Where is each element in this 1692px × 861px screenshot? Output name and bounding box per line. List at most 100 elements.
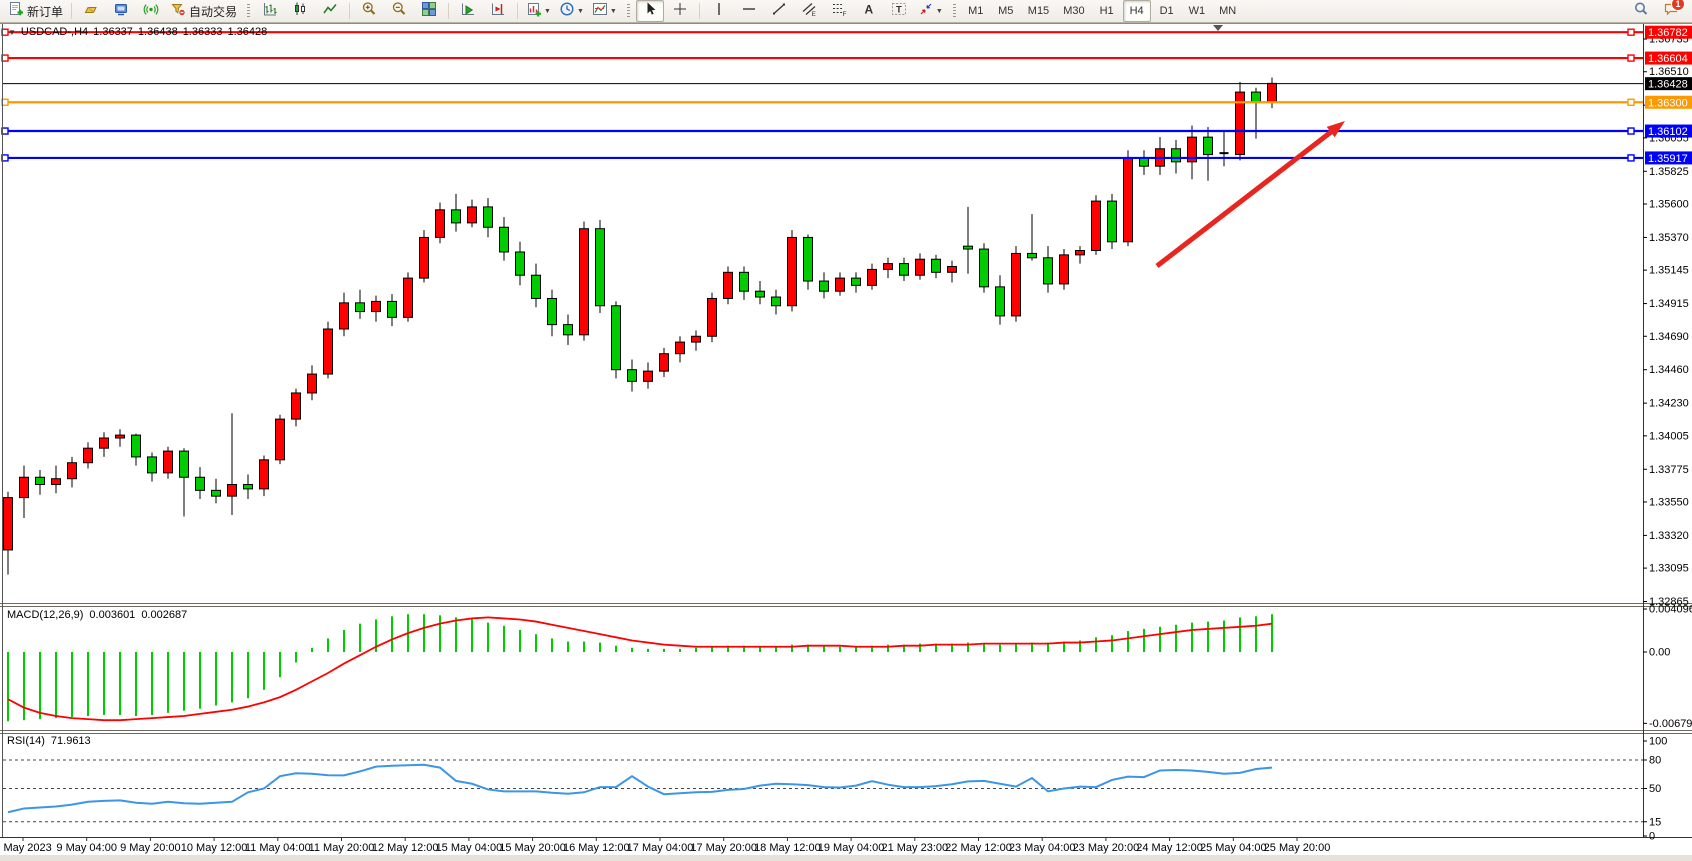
rsi-line: [7, 763, 1273, 814]
chart-shift-button[interactable]: [484, 0, 512, 22]
line-chart-button[interactable]: [316, 0, 344, 22]
svg-text:E: E: [811, 11, 816, 17]
price-line-label[interactable]: [1645, 25, 1692, 39]
auto-trading-button[interactable]: 自动交易: [167, 0, 240, 22]
time-tick-label: 10 May 12:00: [181, 842, 248, 854]
market-watch-button[interactable]: [107, 0, 135, 22]
candlestick-chart-button[interactable]: [286, 0, 314, 22]
timeframe-d1-button[interactable]: D1: [1159, 5, 1174, 17]
timeframe-h4-button[interactable]: H4: [1122, 0, 1151, 22]
chevron-down-icon[interactable]: ▼: [935, 7, 943, 15]
text-label-button[interactable]: T: [885, 0, 913, 22]
rsi-axis-label: 15: [1649, 816, 1661, 828]
auto-scroll-button[interactable]: [454, 0, 482, 22]
timeframe-m15-button[interactable]: M15: [1027, 5, 1050, 17]
search-button[interactable]: [1627, 0, 1655, 22]
price-tick-label: 1.34230: [1649, 398, 1689, 410]
panel-separator[interactable]: [0, 603, 1692, 607]
timeframe-mn-button[interactable]: MN: [1219, 5, 1237, 17]
new-order-button[interactable]: 新订单: [5, 0, 66, 22]
candle-body: [707, 297, 717, 337]
candle-body: [899, 263, 909, 276]
candle-body: [467, 206, 477, 224]
text-button[interactable]: A: [855, 0, 883, 22]
line-anchor-right[interactable]: [1627, 54, 1635, 62]
time-tick-label: 15 May 20:00: [499, 842, 566, 854]
toolbar-gripper[interactable]: [626, 4, 630, 18]
time-tick-label: 18 May 12:00: [754, 842, 821, 854]
zoom-out-button[interactable]: [385, 0, 413, 22]
trendline-icon: [771, 1, 787, 22]
candle-body: [595, 228, 605, 307]
vertical-line-button[interactable]: [705, 0, 733, 22]
chevron-down-icon[interactable]: ▼: [609, 7, 617, 15]
candle-body: [787, 236, 797, 307]
chart-canvas[interactable]: 1.367351.365101.362801.360551.358251.356…: [0, 23, 1692, 861]
price-line-label[interactable]: [1645, 95, 1692, 109]
price-tick-label: 1.35825: [1649, 166, 1689, 178]
candle-body: [3, 497, 13, 551]
line-anchor-right[interactable]: [1627, 154, 1635, 162]
candle-body: [307, 373, 317, 394]
current-price-label[interactable]: [1645, 77, 1692, 91]
macd-signal-line: [7, 616, 1273, 722]
terminal-icon: [113, 1, 129, 22]
trendline-button[interactable]: [765, 0, 793, 22]
toolbar-gripper[interactable]: [247, 4, 251, 18]
line-anchor-right[interactable]: [1627, 98, 1635, 106]
candle-body: [1251, 91, 1261, 103]
price-line-label[interactable]: [1645, 124, 1692, 138]
toolbar-separator: [517, 3, 519, 19]
time-tick-label: 9 May 04:00: [56, 842, 117, 854]
chat-button[interactable]: 1: [1657, 0, 1685, 22]
price-tick-label: 1.33095: [1649, 563, 1689, 575]
chevron-down-icon[interactable]: ▼: [544, 7, 551, 15]
time-tick-label: 17 May 04:00: [627, 842, 694, 854]
crosshair-button[interactable]: [666, 0, 694, 22]
price-tick-label: 1.33320: [1649, 530, 1689, 542]
line-anchor-right[interactable]: [1627, 127, 1635, 135]
candle-body: [1043, 257, 1053, 285]
signal-button[interactable]: [137, 0, 165, 22]
cursor-button[interactable]: [635, 0, 664, 22]
timeframe-w1-button[interactable]: W1: [1188, 5, 1206, 17]
tile-windows-button[interactable]: [415, 0, 443, 22]
trend-arrow-annotation[interactable]: [1155, 130, 1333, 268]
timeframe-m5-button[interactable]: M5: [998, 5, 1014, 17]
equidistant-channel-button[interactable]: E: [795, 0, 823, 22]
toolbar-gripper[interactable]: [952, 4, 956, 18]
fibonacci-button[interactable]: F: [825, 0, 853, 22]
timeframe-m30-button[interactable]: M30: [1063, 5, 1085, 17]
chevron-down-icon[interactable]: ▼: [576, 7, 584, 15]
time-tick-label: 23 May 04:00: [1009, 842, 1076, 854]
line-anchor-right[interactable]: [1627, 28, 1635, 36]
signal-icon: [143, 1, 159, 22]
candle-body: [851, 277, 861, 286]
symbol-marker-icon[interactable]: ▼: [8, 28, 16, 37]
price-tick-label: 1.34005: [1649, 430, 1689, 442]
price-tick-label: 1.34460: [1649, 364, 1689, 376]
zoom-in-button[interactable]: [355, 0, 383, 22]
timeframe-h1-button[interactable]: H1: [1099, 5, 1114, 17]
candle-body: [403, 277, 413, 318]
arrows-button[interactable]: ▼: [915, 0, 946, 22]
deposit-button[interactable]: [77, 0, 105, 22]
toolbar: 新订单 自动交易 ▼ ▼ ▼ E F A T ▼ M1 M5 M15 M30 H1 H4 D1 W1 MN 1: [0, 0, 1692, 23]
timeframe-m1-button[interactable]: M1: [968, 5, 984, 17]
candle-body: [51, 478, 61, 486]
periodicity-button[interactable]: ▼: [556, 0, 587, 22]
bar-chart-button[interactable]: [256, 0, 284, 22]
price-tick-label: 1.33550: [1649, 496, 1689, 508]
templates-button[interactable]: ▼: [589, 0, 620, 22]
horizontal-line-button[interactable]: [735, 0, 763, 22]
new-chart-button[interactable]: ▼: [523, 0, 554, 22]
candle-body: [211, 489, 221, 497]
panel-separator[interactable]: [0, 730, 1692, 734]
chart-shift-marker[interactable]: [1213, 25, 1223, 31]
price-line-label[interactable]: [1645, 51, 1692, 65]
candle-body: [1123, 156, 1133, 243]
price-line-label[interactable]: [1645, 151, 1692, 165]
trend-arrow-head[interactable]: [1326, 121, 1345, 138]
candle-body: [979, 248, 989, 288]
doc-plus-icon: [8, 1, 24, 22]
